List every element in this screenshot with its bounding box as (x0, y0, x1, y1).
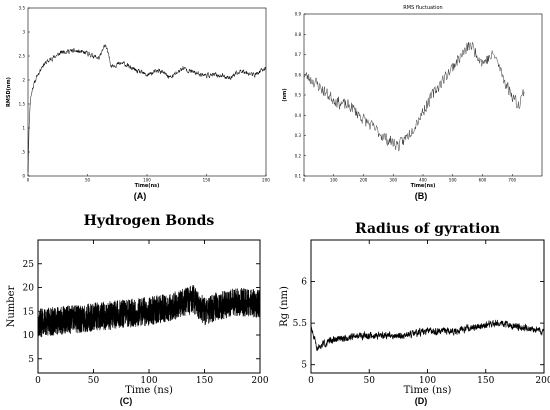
y-tick-label: 6 (301, 278, 307, 288)
x-tick-label: 50 (85, 178, 91, 183)
series-line (27, 44, 267, 173)
y-tick-label: 0.4 (295, 113, 302, 118)
chart-panel-b: 0 100 200 300 400 500 600 700 0.1 0.2 0.3 0.4 0.5 0.6… (282, 5, 543, 201)
x-tick-label: 0 (27, 178, 30, 183)
x-tick-label: 50 (88, 376, 100, 386)
y-tick-label: 0.1 (295, 174, 302, 179)
y-tick-label: 15 (23, 307, 35, 317)
y-tick-label: 2.5 (19, 54, 26, 59)
x-tick-label: 200 (251, 376, 268, 386)
series-line (37, 284, 261, 338)
y-tick-label: 5.5 (293, 319, 308, 329)
x-tick-label: 50 (364, 376, 376, 386)
x-axis-label: Time (ns) (404, 385, 452, 396)
x-tick-label: 200 (262, 178, 270, 183)
y-tick-label: 0.3 (295, 133, 302, 138)
chart-title: Hydrogen Bonds (84, 213, 215, 229)
plot-frame (303, 13, 543, 177)
x-tick-label: 150 (477, 376, 494, 386)
y-axis-label: Rg (nm) (279, 286, 290, 327)
series-line (310, 319, 545, 351)
y-tick-label: 10 (23, 331, 35, 341)
y-tick-label: 25 (23, 260, 35, 270)
x-tick-label: 100 (143, 178, 151, 183)
y-tick-label: .5 (21, 150, 25, 155)
x-tick-label: 150 (196, 376, 213, 386)
chart-panel-d: 0 50 100 150 200 5 5.5 6 Radius of gyration Time … (279, 221, 550, 406)
x-tick-label: 100 (140, 376, 157, 386)
x-tick-label: 0 (308, 376, 314, 386)
panel-caption: (B) (415, 191, 428, 201)
x-tick-label: 600 (479, 178, 487, 183)
x-axis-label: Time (ns) (125, 385, 173, 396)
chart-title: RMS fluctuation (403, 5, 442, 11)
y-tick-label: 1 (22, 126, 25, 131)
panel-caption: (C) (120, 396, 133, 406)
y-tick-label: 0.6 (295, 72, 302, 77)
x-tick-label: 500 (449, 178, 457, 183)
panel-caption: (D) (415, 396, 428, 406)
panel-caption: (A) (134, 191, 147, 201)
chart-title: Radius of gyration (355, 221, 500, 237)
y-tick-label: 0.7 (295, 52, 302, 57)
y-tick-label: 0.8 (295, 32, 302, 37)
x-tick-label: 0 (303, 178, 306, 183)
y-tick-label: 0 (22, 174, 25, 179)
x-tick-label: 300 (389, 178, 397, 183)
plot-frame (27, 7, 267, 177)
series-line (303, 41, 525, 152)
x-axis-label: Time(ns) (411, 183, 436, 189)
x-tick-label: 700 (508, 178, 516, 183)
chart-panel-a: 0 50 100 150 200 0 .5 1 1.5 2 2.5 3 3.5 Time(ns) RMSD(… (6, 6, 270, 202)
y-tick-label: 0.2 (295, 153, 302, 158)
y-tick-label: 1.5 (19, 102, 26, 107)
y-tick-label: 0.5 (295, 93, 302, 98)
y-tick-label: 3 (22, 30, 25, 35)
x-tick-label: 100 (330, 178, 338, 183)
x-tick-label: 150 (203, 178, 211, 183)
y-tick-label: 5 (301, 361, 307, 371)
plot-frame (310, 239, 545, 374)
x-tick-label: 0 (35, 376, 41, 386)
x-axis-label: Time(ns) (135, 183, 160, 189)
x-tick-label: 200 (535, 376, 550, 386)
y-tick-label: 0.9 (295, 12, 302, 17)
x-tick-label: 200 (360, 178, 368, 183)
y-tick-label: 20 (23, 284, 35, 294)
chart-panel-c: 0 50 100 150 200 5 10 15 20 25 Hydrogen Bonds Time … (6, 213, 269, 406)
y-axis-label: Number (6, 285, 17, 327)
y-tick-label: 3.5 (19, 6, 26, 11)
y-tick-label: 2 (22, 78, 25, 83)
y-tick-label: 5 (28, 355, 34, 365)
x-tick-label: 400 (419, 178, 427, 183)
y-axis-label: RMSD(nm) (6, 77, 12, 107)
x-tick-label: 100 (419, 376, 436, 386)
y-axis-label: (nm) (282, 88, 288, 101)
